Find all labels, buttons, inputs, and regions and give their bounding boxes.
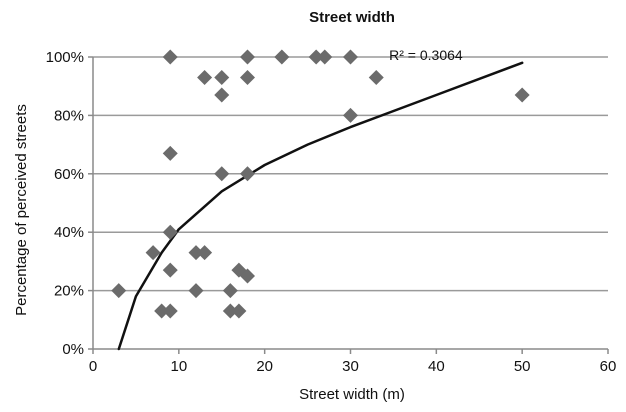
y-tick-label: 60% xyxy=(54,166,84,183)
data-point xyxy=(162,49,178,65)
data-point xyxy=(162,145,178,161)
data-point xyxy=(214,69,230,85)
trendline xyxy=(117,61,524,351)
y-tick-label: 100% xyxy=(46,49,84,66)
x-tick-labels: 0 10 20 30 40 50 60 xyxy=(89,349,617,375)
data-point xyxy=(222,283,238,299)
data-point xyxy=(197,69,213,85)
data-point xyxy=(188,245,204,261)
data-point xyxy=(162,224,178,240)
data-point xyxy=(240,166,255,182)
data-point xyxy=(197,245,213,261)
data-point xyxy=(368,69,384,85)
data-point xyxy=(162,262,178,278)
x-tick-label: 50 xyxy=(514,358,531,375)
data-point xyxy=(343,49,358,65)
data-point xyxy=(240,69,255,85)
x-tick-label: 10 xyxy=(170,358,187,375)
data-point xyxy=(222,303,238,319)
trendline-group xyxy=(117,61,524,351)
x-tick-label: 20 xyxy=(256,358,273,375)
data-point xyxy=(514,87,530,103)
r-squared-annotation: R² = 0.3064 xyxy=(389,47,463,63)
data-point xyxy=(214,87,230,103)
data-point xyxy=(240,268,255,284)
data-point xyxy=(308,49,324,65)
x-tick-label: 40 xyxy=(428,358,445,375)
data-point xyxy=(274,49,290,65)
y-tick-label: 40% xyxy=(54,224,84,241)
gridlines xyxy=(93,56,608,292)
data-points xyxy=(111,49,530,319)
y-tick-label: 20% xyxy=(54,283,84,300)
y-tick-label: 0% xyxy=(62,341,84,358)
x-axis-label: Street width (m) xyxy=(299,386,405,403)
x-tick-label: 0 xyxy=(89,358,97,375)
data-point xyxy=(188,283,204,299)
y-tick-label: 80% xyxy=(54,107,84,124)
data-point xyxy=(240,49,255,65)
y-tick-labels: 0% 20% 40% 60% 80% 100% xyxy=(46,49,93,358)
data-point xyxy=(317,49,333,65)
x-tick-label: 60 xyxy=(600,358,617,375)
x-tick-label: 30 xyxy=(342,358,359,375)
data-point xyxy=(343,107,358,123)
data-point xyxy=(154,303,170,319)
data-point xyxy=(111,283,127,299)
y-axis-label: Percentage of perceived streets xyxy=(13,104,30,316)
data-point xyxy=(162,303,178,319)
data-point xyxy=(145,245,161,261)
data-point xyxy=(214,166,230,182)
data-point xyxy=(231,303,247,319)
chart-title: Street width xyxy=(309,9,395,26)
